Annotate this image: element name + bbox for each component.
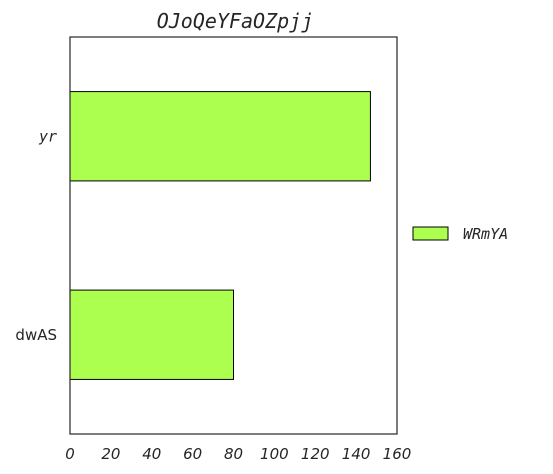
bar-dwAS xyxy=(69,289,234,380)
x-tick-label: 0 xyxy=(65,445,75,463)
legend-swatch xyxy=(412,226,449,241)
x-tick-label: 80 xyxy=(224,445,243,463)
legend: WRmYA xyxy=(412,225,508,243)
x-tick-label: 40 xyxy=(142,445,161,463)
plot-frame xyxy=(69,36,398,435)
x-tick-label: 140 xyxy=(342,445,371,463)
x-tick-label: 120 xyxy=(301,445,330,463)
x-tick-label: 60 xyxy=(183,445,202,463)
x-axis-ticks: 0 20 40 60 80 100 120 140 160 xyxy=(65,445,411,463)
y-tick-label: dwAS xyxy=(15,326,57,344)
x-tick-label: 160 xyxy=(383,445,412,463)
y-axis-ticks: dwAS yr xyxy=(15,127,57,344)
bars-group xyxy=(69,91,371,380)
legend-label: WRmYA xyxy=(463,225,508,243)
bar-yr xyxy=(69,91,371,182)
x-tick-label: 20 xyxy=(101,445,120,463)
chart-title: OJoQeYFaOZpjj xyxy=(157,9,314,33)
x-tick-label: 100 xyxy=(260,445,289,463)
y-tick-label: yr xyxy=(38,127,57,145)
